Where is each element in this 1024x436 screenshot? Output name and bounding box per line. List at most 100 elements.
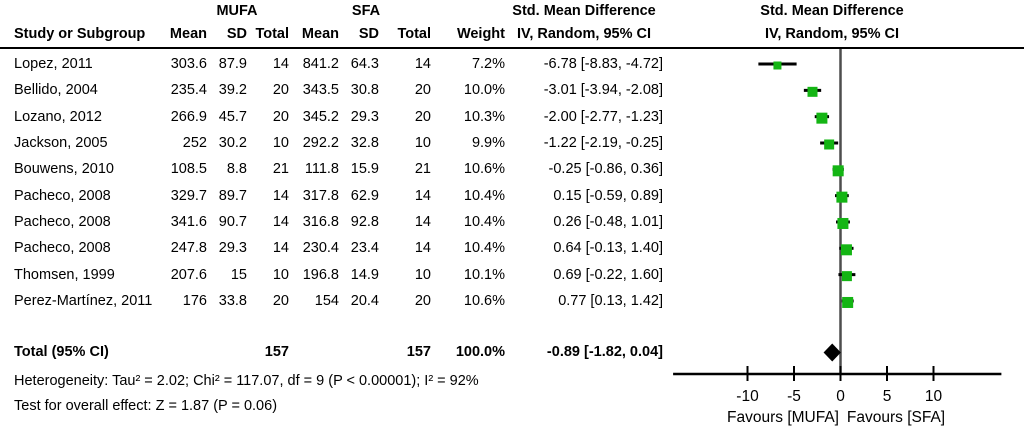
cell-sd2: 64.3 xyxy=(350,56,379,72)
cell-study: Jackson, 2005 xyxy=(14,134,108,151)
cell-study: Lozano, 2012 xyxy=(14,108,102,125)
cell-sd1: 33.8 xyxy=(218,292,247,309)
cell-mean2: 316.8 xyxy=(302,213,339,230)
col-header-study: Study or Subgroup xyxy=(14,26,146,42)
cell-weight: 10.6% xyxy=(463,292,505,309)
cell-total1: 14 xyxy=(272,56,289,72)
cell-ci: -0.25 [-0.86, 0.36] xyxy=(548,161,663,178)
cell-study: Pacheco, 2008 xyxy=(14,240,111,257)
cell-mean1: 252 xyxy=(182,134,207,151)
table-row: Lopez, 2011 303.6 87.9 14 841.2 64.3 14 7.2% -6.… xyxy=(0,51,720,77)
cell-study: Perez-Martínez, 2011 xyxy=(14,292,153,309)
effect-square xyxy=(842,296,854,308)
cell-total1: 14 xyxy=(272,187,289,204)
table-row: Bellido, 2004 235.4 39.2 20 343.5 30.8 20 10.0%… xyxy=(0,77,720,103)
cell-total1: 21 xyxy=(272,161,289,178)
cell-weight: 10.4% xyxy=(463,187,505,204)
cell-study: Bouwens, 2010 xyxy=(14,161,114,178)
col-header-mean-mufa: Mean xyxy=(169,26,207,42)
cell-total2: 20 xyxy=(414,108,431,125)
cell-total2: 10 xyxy=(414,266,431,283)
cell-mean1: 108.5 xyxy=(170,161,207,178)
table-row: Perez-Martínez, 2011 176 33.8 20 154 20.4 20 10… xyxy=(0,288,720,314)
effect-square xyxy=(816,112,828,124)
effect-square xyxy=(840,244,852,256)
cell-study: Pacheco, 2008 xyxy=(14,187,111,204)
cell-total1: 10 xyxy=(272,134,289,151)
x-axis-tick-label: 5 xyxy=(883,388,892,405)
total-row: Total (95% CI) 157 157 100.0% -0.89 [-1.… xyxy=(0,339,720,365)
cell-sd2: 23.4 xyxy=(350,240,379,257)
cell-mean2: 343.5 xyxy=(302,82,339,99)
cell-mean1: 266.9 xyxy=(170,108,207,125)
cell-ci: 0.77 [0.13, 1.42] xyxy=(558,292,663,309)
cell-sd2: 30.8 xyxy=(350,82,379,99)
cell-sd2: 29.3 xyxy=(350,108,379,125)
effect-square xyxy=(837,217,849,229)
cell-total2: 14 xyxy=(414,56,431,72)
x-axis-tick-label: 10 xyxy=(925,388,943,405)
col-header-total-sfa: Total xyxy=(397,26,431,42)
col-header-ci-values: IV, Random, 95% CI xyxy=(516,26,652,42)
table-row: Pacheco, 2008 329.7 89.7 14 317.8 62.9 14 10.4%… xyxy=(0,183,720,209)
col-header-mean-sfa: Mean xyxy=(301,26,339,42)
x-axis-tick-label: -5 xyxy=(787,388,801,405)
cell-weight: 10.4% xyxy=(463,213,505,230)
cell-weight: 10.4% xyxy=(463,240,505,257)
cell-ci: -3.01 [-3.94, -2.08] xyxy=(543,82,663,99)
column-group-smd-values: Std. Mean Difference xyxy=(512,3,656,19)
table-row: Pacheco, 2008 341.6 90.7 14 316.8 92.8 14 10.4%… xyxy=(0,209,720,235)
total-n-sfa: 157 xyxy=(406,344,431,360)
cell-ci: -2.00 [-2.77, -1.23] xyxy=(543,108,663,125)
cell-mean1: 329.7 xyxy=(170,187,207,204)
effect-square xyxy=(836,191,848,203)
cell-mean2: 154 xyxy=(314,292,339,309)
cell-sd2: 15.9 xyxy=(350,161,379,178)
cell-mean2: 196.8 xyxy=(302,266,339,283)
group-header-sfa: SFA xyxy=(351,3,381,19)
cell-total2: 21 xyxy=(414,161,431,178)
cell-sd1: 15 xyxy=(230,266,247,283)
cell-sd1: 29.3 xyxy=(218,240,247,257)
effect-square xyxy=(824,139,835,150)
header-rule xyxy=(0,47,1024,49)
effect-square xyxy=(807,86,818,97)
cell-mean2: 230.4 xyxy=(302,240,339,257)
plot-subtitle: IV, Random, 95% CI xyxy=(764,26,900,42)
heterogeneity-stats: Heterogeneity: Tau² = 2.02; Chi² = 117.0… xyxy=(14,373,479,389)
cell-ci: -6.78 [-8.83, -4.72] xyxy=(543,56,663,72)
cell-mean2: 111.8 xyxy=(304,161,339,178)
cell-sd2: 92.8 xyxy=(350,213,379,230)
cell-total2: 10 xyxy=(414,134,431,151)
cell-sd2: 32.8 xyxy=(350,134,379,151)
favours-left-label: Favours [MUFA] xyxy=(727,409,839,426)
cell-weight: 9.9% xyxy=(471,134,505,151)
favours-right-label: Favours [SFA] xyxy=(847,409,945,426)
x-axis-tick-label: 0 xyxy=(836,388,845,405)
cell-weight: 7.2% xyxy=(471,56,505,72)
plot-title: Std. Mean Difference xyxy=(760,3,904,19)
cell-total1: 20 xyxy=(272,82,289,99)
col-header-sd-sfa: SD xyxy=(358,26,379,42)
col-header-sd-mufa: SD xyxy=(226,26,247,42)
cell-mean1: 207.6 xyxy=(170,266,207,283)
col-header-weight: Weight xyxy=(456,26,505,42)
total-weight: 100.0% xyxy=(455,344,505,360)
cell-study: Bellido, 2004 xyxy=(14,82,98,99)
cell-mean1: 303.6 xyxy=(170,56,207,72)
cell-mean2: 292.2 xyxy=(302,134,339,151)
effect-square xyxy=(841,271,852,282)
cell-mean2: 841.2 xyxy=(302,56,339,72)
cell-ci: 0.26 [-0.48, 1.01] xyxy=(553,213,663,230)
cell-ci: 0.69 [-0.22, 1.60] xyxy=(553,266,663,283)
cell-total2: 20 xyxy=(414,292,431,309)
cell-weight: 10.1% xyxy=(463,266,505,283)
table-row: Thomsen, 1999 207.6 15 10 196.8 14.9 10 10.1% 0.… xyxy=(0,262,720,288)
cell-sd1: 30.2 xyxy=(218,134,247,151)
group-header-mufa: MUFA xyxy=(216,3,258,19)
table-row: Pacheco, 2008 247.8 29.3 14 230.4 23.4 14 10.4%… xyxy=(0,235,720,261)
overall-effect-stats: Test for overall effect: Z = 1.87 (P = 0… xyxy=(14,398,278,414)
cell-mean2: 317.8 xyxy=(302,187,339,204)
cell-sd2: 20.4 xyxy=(350,292,379,309)
